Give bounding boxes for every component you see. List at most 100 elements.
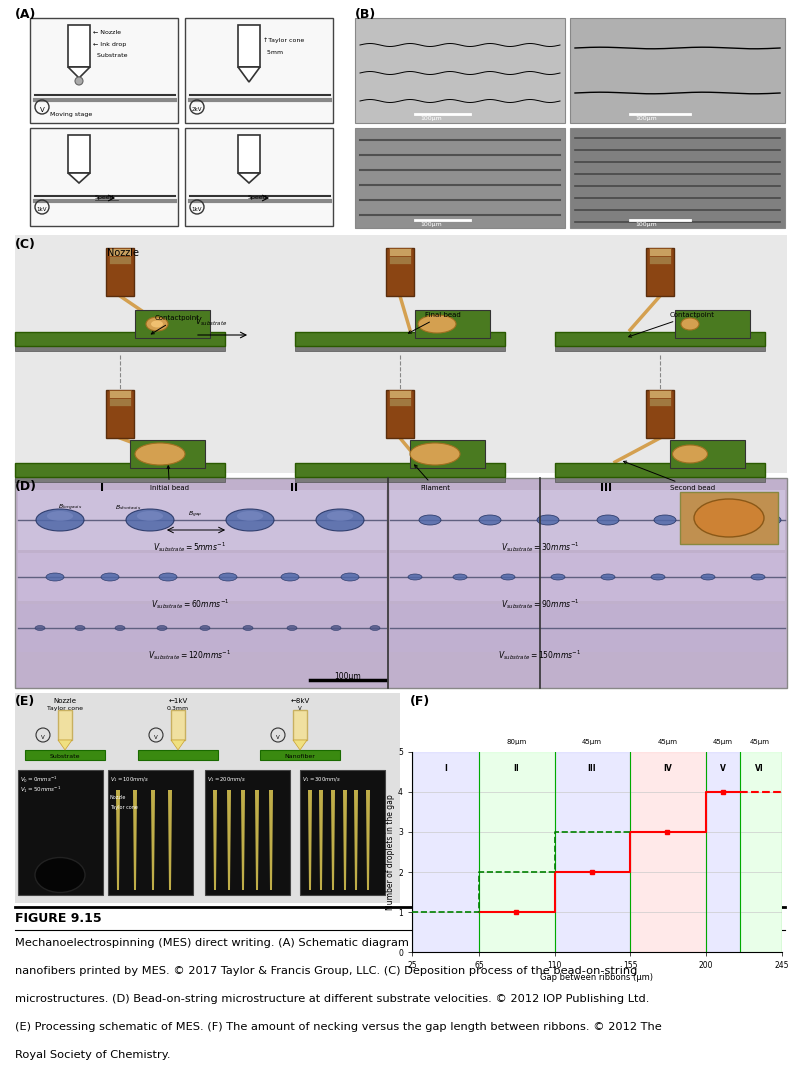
Text: III: III xyxy=(587,763,596,772)
Bar xyxy=(680,492,778,544)
Text: 2kV: 2kV xyxy=(192,108,202,112)
Bar xyxy=(58,710,72,740)
Bar xyxy=(389,256,411,264)
Text: Moving stage: Moving stage xyxy=(50,112,92,117)
Text: 45μm: 45μm xyxy=(658,740,678,745)
Ellipse shape xyxy=(46,573,64,581)
Polygon shape xyxy=(151,790,155,891)
Polygon shape xyxy=(58,740,72,750)
Text: 0.3mm: 0.3mm xyxy=(167,706,189,711)
Text: $V_1=100mm/s$: $V_1=100mm/s$ xyxy=(110,775,149,784)
Bar xyxy=(649,256,671,264)
Text: Taylor cone: Taylor cone xyxy=(47,706,83,711)
Text: $V_{substrate}=90mms^{-1}$: $V_{substrate}=90mms^{-1}$ xyxy=(501,597,579,611)
Text: microstructures. (D) Bead-on-string microstructure at different substrate veloci: microstructures. (D) Bead-on-string micr… xyxy=(15,994,650,1003)
Text: Taylor cone: Taylor cone xyxy=(110,805,138,810)
Bar xyxy=(300,770,385,895)
Text: II: II xyxy=(290,483,298,493)
Text: 100μm: 100μm xyxy=(420,116,442,121)
Text: $V_1=200mm/s$: $V_1=200mm/s$ xyxy=(207,775,246,784)
Text: FIGURE 9.15: FIGURE 9.15 xyxy=(15,912,102,925)
Polygon shape xyxy=(133,790,137,891)
Text: Nozzle: Nozzle xyxy=(110,795,126,800)
Text: 100μm: 100μm xyxy=(334,672,362,681)
Bar xyxy=(355,18,565,123)
Text: $V_0=0mms^{-1}$: $V_0=0mms^{-1}$ xyxy=(20,775,58,785)
Bar xyxy=(15,463,225,477)
Bar xyxy=(15,332,225,346)
Bar xyxy=(355,128,565,228)
Bar xyxy=(675,310,750,338)
Bar xyxy=(386,248,414,296)
Bar xyxy=(106,390,134,438)
Bar xyxy=(555,752,630,952)
Bar xyxy=(649,248,671,256)
Text: (E): (E) xyxy=(15,695,35,708)
Bar xyxy=(30,18,178,123)
Bar xyxy=(109,397,131,406)
Text: nanofibers printed by MES. © 2017 Taylor & Francis Group, LLC. (C) Deposition pr: nanofibers printed by MES. © 2017 Taylor… xyxy=(15,967,638,976)
Ellipse shape xyxy=(681,318,699,330)
Ellipse shape xyxy=(46,512,74,521)
Ellipse shape xyxy=(75,626,85,631)
Text: I: I xyxy=(444,763,447,772)
Bar xyxy=(646,248,674,296)
Text: Mechanoelectrospinning (MES) direct writing. (A) Schematic diagram of the direct: Mechanoelectrospinning (MES) direct writ… xyxy=(15,938,642,948)
Text: Contactpoint: Contactpoint xyxy=(629,312,715,337)
Bar xyxy=(295,477,505,482)
Bar xyxy=(390,490,785,550)
Text: II: II xyxy=(514,763,519,772)
Polygon shape xyxy=(227,790,231,891)
Ellipse shape xyxy=(157,626,167,631)
Text: V: V xyxy=(298,706,302,711)
Bar xyxy=(390,604,785,652)
Bar xyxy=(555,463,765,477)
Bar xyxy=(205,770,290,895)
Polygon shape xyxy=(168,790,172,891)
Ellipse shape xyxy=(410,443,460,465)
Text: ←8kV: ←8kV xyxy=(290,698,310,704)
Bar xyxy=(130,440,205,468)
Ellipse shape xyxy=(101,573,119,581)
Bar xyxy=(15,477,225,482)
Ellipse shape xyxy=(701,574,715,580)
Bar xyxy=(670,440,745,468)
Text: 1kV: 1kV xyxy=(192,207,202,212)
Ellipse shape xyxy=(759,515,781,525)
Ellipse shape xyxy=(287,626,297,631)
Bar xyxy=(390,553,785,601)
Polygon shape xyxy=(308,790,312,891)
Polygon shape xyxy=(293,740,307,750)
Bar xyxy=(185,128,333,226)
Text: VI: VI xyxy=(755,763,764,772)
Ellipse shape xyxy=(327,512,354,521)
Polygon shape xyxy=(255,790,259,891)
Bar xyxy=(570,128,785,228)
Bar xyxy=(389,248,411,256)
Bar xyxy=(135,310,210,338)
Text: (A): (A) xyxy=(15,8,36,21)
Text: 100μm: 100μm xyxy=(420,222,442,227)
Bar xyxy=(555,332,765,346)
Bar xyxy=(109,256,131,264)
Bar xyxy=(410,440,485,468)
Bar xyxy=(570,18,785,123)
Ellipse shape xyxy=(237,512,263,521)
Text: Speed: Speed xyxy=(95,195,114,200)
Text: Substrate: Substrate xyxy=(50,754,80,759)
Text: $V_{substrate}=150mms^{-1}$: $V_{substrate}=150mms^{-1}$ xyxy=(498,648,582,661)
Bar xyxy=(185,18,333,123)
Text: 45μm: 45μm xyxy=(582,740,602,745)
Text: V: V xyxy=(720,763,726,772)
Polygon shape xyxy=(116,790,120,891)
Ellipse shape xyxy=(151,320,163,328)
Ellipse shape xyxy=(243,626,253,631)
Bar xyxy=(649,397,671,406)
Text: 100μm: 100μm xyxy=(635,116,657,121)
Bar xyxy=(18,490,386,550)
Ellipse shape xyxy=(126,509,174,531)
Polygon shape xyxy=(354,790,358,891)
Ellipse shape xyxy=(709,515,731,525)
Bar xyxy=(646,390,674,438)
Text: Contactpoint: Contactpoint xyxy=(151,315,200,334)
